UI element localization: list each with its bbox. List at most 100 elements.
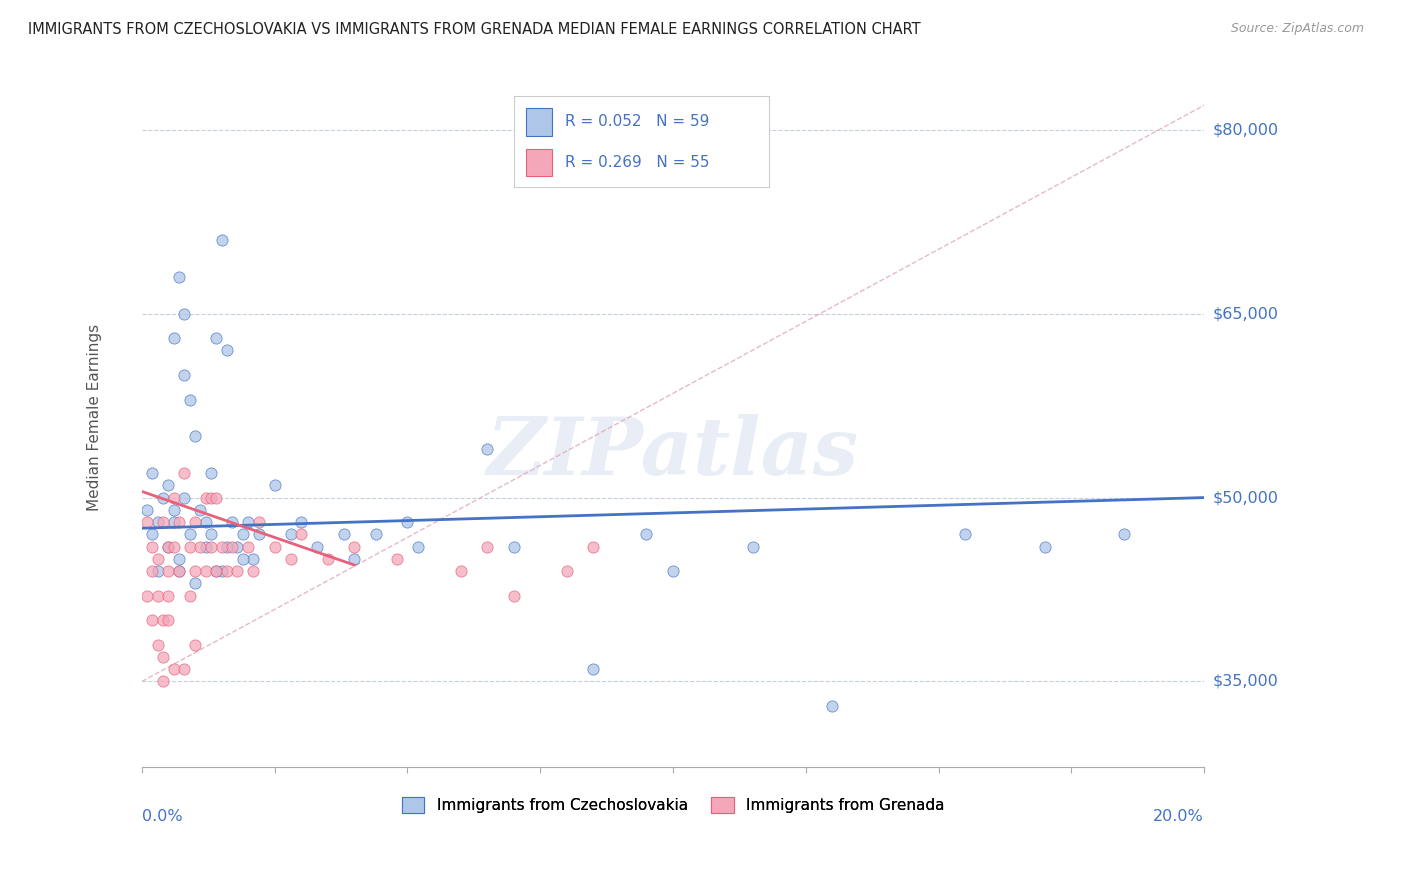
Point	[247, 527, 270, 541]
Point	[141, 564, 163, 578]
Legend: Immigrants from Czechoslovakia, Immigrants from Grenada: Immigrants from Czechoslovakia, Immigran…	[395, 791, 950, 819]
Point	[157, 540, 180, 554]
Point	[280, 527, 302, 541]
Point	[582, 662, 605, 676]
Point	[188, 540, 211, 554]
Point	[221, 540, 243, 554]
Point	[163, 515, 186, 529]
Point	[173, 491, 195, 505]
Point	[163, 503, 186, 517]
Point	[184, 515, 207, 529]
Point	[242, 552, 264, 566]
Point	[167, 564, 190, 578]
Point	[179, 527, 201, 541]
Point	[211, 540, 233, 554]
Point	[152, 515, 174, 529]
Point	[141, 613, 163, 627]
Point	[953, 527, 976, 541]
Point	[343, 540, 366, 554]
Point	[247, 515, 270, 529]
Point	[396, 515, 419, 529]
Point	[555, 564, 578, 578]
Point	[307, 540, 329, 554]
Text: Source: ZipAtlas.com: Source: ZipAtlas.com	[1230, 22, 1364, 36]
Point	[146, 589, 169, 603]
Point	[194, 564, 217, 578]
Point	[194, 540, 217, 554]
Point	[221, 515, 243, 529]
Text: ZIPatlas: ZIPatlas	[486, 414, 859, 491]
Point	[364, 527, 387, 541]
Point	[179, 540, 201, 554]
Point	[236, 515, 259, 529]
Point	[502, 540, 524, 554]
Point	[152, 649, 174, 664]
Point	[136, 515, 159, 529]
Point	[263, 540, 285, 554]
Point	[502, 589, 524, 603]
Point	[173, 307, 195, 321]
Point	[232, 552, 254, 566]
Point	[141, 527, 163, 541]
Point	[184, 638, 207, 652]
Point	[146, 564, 169, 578]
Point	[821, 698, 844, 713]
Point	[136, 503, 159, 517]
Point	[211, 233, 233, 247]
Point	[152, 674, 174, 689]
Point	[475, 540, 498, 554]
Point	[200, 466, 222, 480]
Point	[184, 564, 207, 578]
Point	[236, 540, 259, 554]
Point	[194, 491, 217, 505]
Point	[200, 527, 222, 541]
Point	[290, 527, 312, 541]
Text: $50,000: $50,000	[1212, 490, 1278, 505]
Point	[157, 540, 180, 554]
Point	[167, 552, 190, 566]
Point	[152, 613, 174, 627]
Text: 0.0%: 0.0%	[142, 809, 183, 824]
Point	[141, 466, 163, 480]
Text: $80,000: $80,000	[1212, 122, 1278, 137]
Point	[1114, 527, 1136, 541]
Text: $35,000: $35,000	[1212, 674, 1278, 689]
Point	[179, 589, 201, 603]
Point	[146, 552, 169, 566]
Point	[157, 589, 180, 603]
Text: IMMIGRANTS FROM CZECHOSLOVAKIA VS IMMIGRANTS FROM GRENADA MEDIAN FEMALE EARNINGS: IMMIGRANTS FROM CZECHOSLOVAKIA VS IMMIGR…	[28, 22, 921, 37]
Point	[157, 478, 180, 492]
Point	[316, 552, 339, 566]
Point	[136, 589, 159, 603]
Point	[1033, 540, 1056, 554]
Point	[167, 564, 190, 578]
Point	[179, 392, 201, 407]
Point	[662, 564, 685, 578]
Point	[163, 331, 186, 345]
Point	[173, 466, 195, 480]
Point	[385, 552, 408, 566]
Point	[146, 515, 169, 529]
Point	[343, 552, 366, 566]
Point	[205, 564, 228, 578]
Point	[242, 564, 264, 578]
Point	[157, 613, 180, 627]
Point	[232, 527, 254, 541]
Point	[226, 564, 249, 578]
Text: $65,000: $65,000	[1212, 306, 1278, 321]
Point	[163, 491, 186, 505]
Point	[280, 552, 302, 566]
Point	[205, 491, 228, 505]
Point	[163, 662, 186, 676]
Point	[173, 662, 195, 676]
Point	[475, 442, 498, 456]
Text: Median Female Earnings: Median Female Earnings	[87, 325, 101, 511]
Point	[215, 564, 238, 578]
Point	[332, 527, 354, 541]
Point	[141, 540, 163, 554]
Point	[450, 564, 472, 578]
Point	[200, 540, 222, 554]
Point	[205, 564, 228, 578]
Point	[184, 429, 207, 443]
Point	[173, 368, 195, 382]
